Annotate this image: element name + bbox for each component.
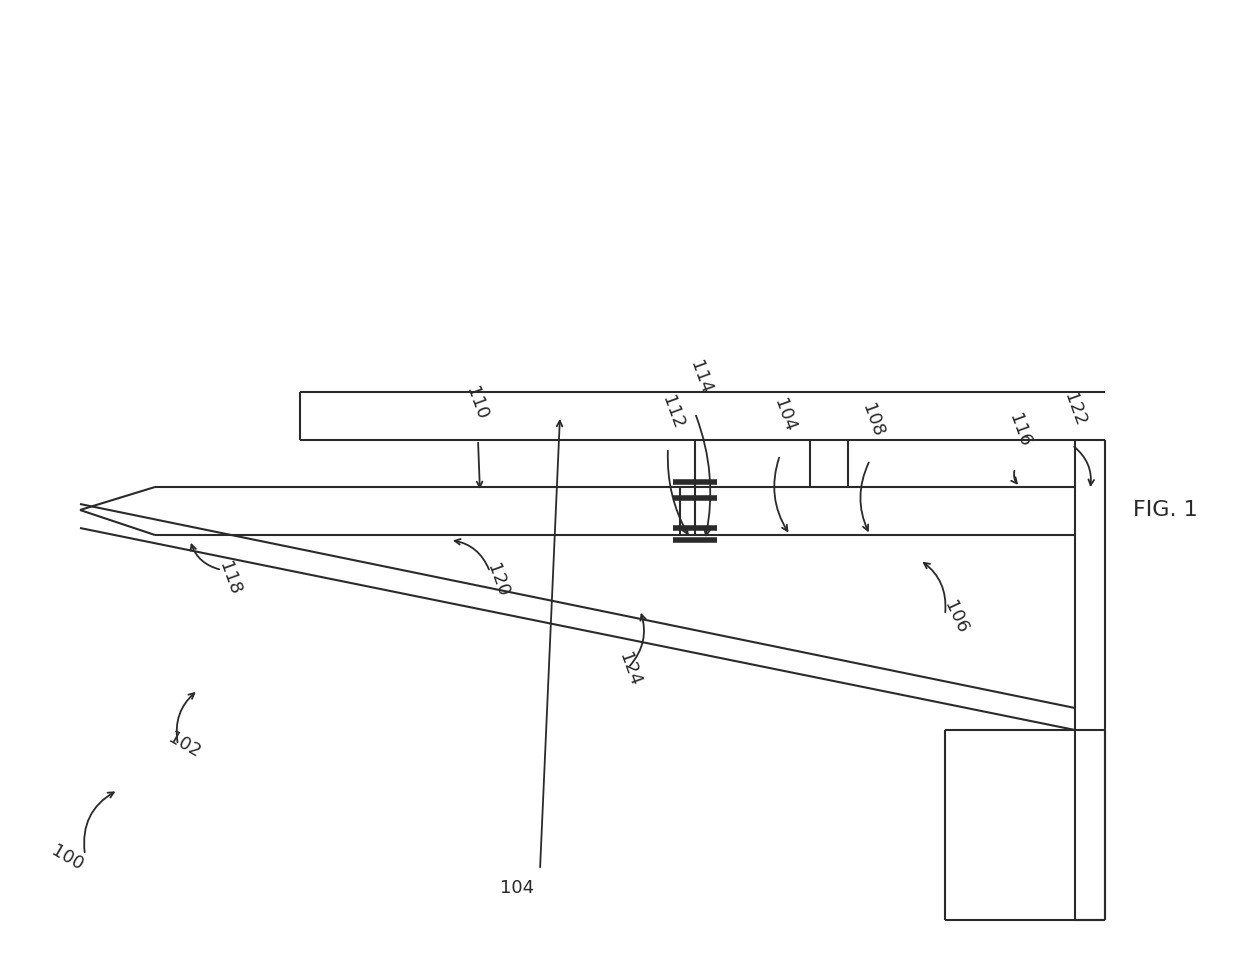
Text: FIG. 1: FIG. 1 xyxy=(1132,500,1198,520)
Text: 104: 104 xyxy=(770,396,799,434)
Text: 112: 112 xyxy=(658,393,687,432)
Text: 104: 104 xyxy=(500,879,534,897)
Text: 116: 116 xyxy=(1004,410,1034,449)
Text: 110: 110 xyxy=(463,384,491,422)
Text: 122: 122 xyxy=(1060,390,1089,429)
Text: 114: 114 xyxy=(686,359,714,397)
Text: 108: 108 xyxy=(858,401,887,439)
Text: 124: 124 xyxy=(615,650,644,689)
Text: 106: 106 xyxy=(940,598,971,637)
Text: 102: 102 xyxy=(165,730,203,762)
Text: 118: 118 xyxy=(215,559,243,597)
Text: 120: 120 xyxy=(484,561,512,599)
Text: 100: 100 xyxy=(48,841,87,874)
